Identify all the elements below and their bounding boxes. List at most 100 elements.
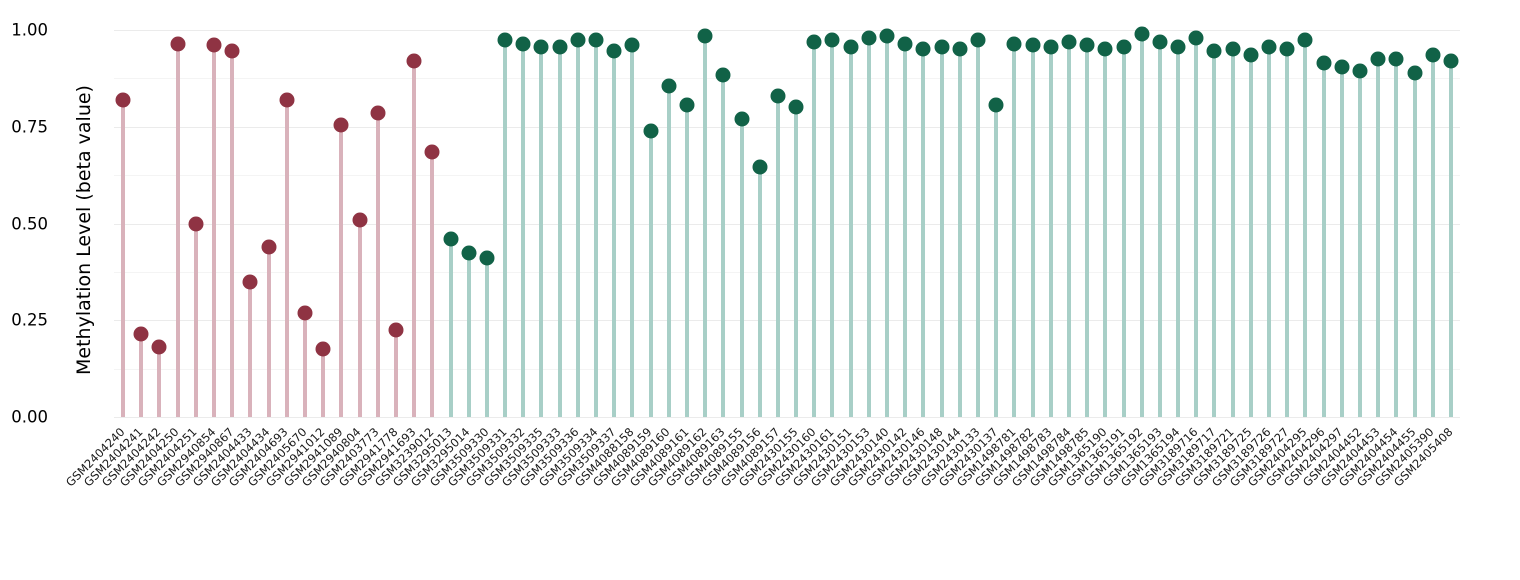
lollipop-stem <box>1230 49 1235 417</box>
lollipop-dot <box>697 28 713 44</box>
lollipop-dot <box>261 239 277 255</box>
y-tick-label: 0.75 <box>11 117 48 137</box>
lollipop-dot <box>133 326 149 342</box>
lollipop-stem <box>357 219 362 417</box>
lollipop-stem <box>121 99 126 417</box>
lollipop-stem <box>1267 47 1271 417</box>
lollipop-dot <box>1079 37 1095 53</box>
lollipop-stem <box>812 41 817 417</box>
lollipop-stem <box>1412 72 1417 417</box>
y-tick-label: 0.00 <box>11 407 48 427</box>
lollipop-dot <box>643 123 659 139</box>
lollipop-stem <box>230 51 235 417</box>
gridline <box>114 417 1460 418</box>
lollipop-stem <box>957 49 962 417</box>
y-tick-label: 0.50 <box>11 214 48 233</box>
lollipop-dot <box>1334 59 1350 75</box>
lollipop-stem <box>1139 33 1144 417</box>
lollipop-dot <box>588 32 604 48</box>
lollipop-dot <box>1407 65 1423 81</box>
lollipop-dot <box>606 43 622 59</box>
lollipop-dot <box>915 41 931 57</box>
lollipop-dot <box>1006 36 1022 52</box>
lollipop-stem <box>739 119 744 417</box>
lollipop-stem <box>1085 45 1090 417</box>
lollipop-dot <box>1316 55 1332 71</box>
lollipop-stem <box>1121 47 1126 417</box>
lollipop-stem <box>866 37 871 417</box>
lollipop-stem <box>903 43 908 417</box>
lollipop-stem <box>612 51 617 417</box>
lollipop-dot <box>315 341 331 357</box>
lollipop-stem <box>248 281 253 417</box>
lollipop-dot <box>1425 47 1441 63</box>
lollipop-stem <box>284 99 289 417</box>
lollipop-stem <box>557 47 562 417</box>
plot-area <box>114 26 1460 418</box>
lollipop-dot <box>970 32 986 48</box>
lollipop-stem <box>321 349 326 417</box>
lollipop-stem <box>721 74 726 417</box>
lollipop-stem <box>175 43 180 417</box>
lollipop-dot <box>934 39 950 55</box>
lollipop-dot <box>824 32 840 48</box>
lollipop-dot <box>679 97 695 113</box>
gridline <box>114 223 1460 225</box>
lollipop-stem <box>1376 59 1381 417</box>
lollipop-dot <box>988 97 1004 113</box>
lollipop-stem <box>1103 49 1108 417</box>
lollipop-stem <box>648 130 653 417</box>
y-tick-label: 1.00 <box>11 20 48 40</box>
lollipop-stem <box>266 246 271 417</box>
lollipop-dot <box>115 92 131 108</box>
lollipop-stem <box>666 86 671 417</box>
lollipop-dot <box>461 245 477 261</box>
lollipop-stem <box>1303 39 1308 417</box>
lollipop-stem <box>1212 51 1217 417</box>
minor-gridline <box>114 368 1460 370</box>
lollipop-dot <box>788 99 804 115</box>
lollipop-dot <box>370 105 386 121</box>
lollipop-stem <box>848 47 853 417</box>
lollipop-dot <box>424 144 440 160</box>
lollipop-stem <box>975 39 980 417</box>
lollipop-stem <box>448 238 453 417</box>
lollipop-dot <box>388 322 404 338</box>
lollipop-stem <box>1394 59 1399 417</box>
lollipop-stem <box>139 333 144 417</box>
lollipop-dot <box>1170 39 1186 55</box>
lollipop-stem <box>302 312 307 417</box>
lollipop-dot <box>206 37 222 53</box>
lollipop-stem <box>1176 47 1181 417</box>
lollipop-stem <box>1030 45 1035 417</box>
lollipop-stem <box>757 167 762 417</box>
lollipop-dot <box>897 36 913 52</box>
lollipop-stem <box>630 45 635 417</box>
lollipop-dot <box>224 43 240 59</box>
lollipop-dot <box>1388 51 1404 67</box>
lollipop-stem <box>466 252 471 417</box>
lollipop-stem <box>539 47 544 417</box>
lollipop-stem <box>412 60 417 417</box>
lollipop-dot <box>279 92 295 108</box>
lollipop-dot <box>806 34 822 50</box>
lollipop-dot <box>624 37 640 53</box>
lollipop-dot <box>188 216 204 231</box>
lollipop-dot <box>879 28 895 44</box>
lollipop-stem <box>393 329 398 417</box>
y-tick-label: 0.25 <box>11 310 48 330</box>
lollipop-stem <box>575 39 580 417</box>
lollipop-stem <box>885 35 890 417</box>
lollipop-dot <box>1206 43 1222 59</box>
lollipop-stem <box>521 43 526 417</box>
lollipop-stem <box>594 39 598 417</box>
lollipop-dot <box>1061 34 1077 50</box>
minor-gridline <box>114 271 1460 273</box>
lollipop-dot <box>843 39 859 55</box>
lollipop-stem <box>830 39 835 417</box>
lollipop-stem <box>1357 70 1362 417</box>
lollipop-stem <box>794 107 799 417</box>
gridline <box>114 30 1460 31</box>
lollipop-dot <box>1297 32 1313 48</box>
